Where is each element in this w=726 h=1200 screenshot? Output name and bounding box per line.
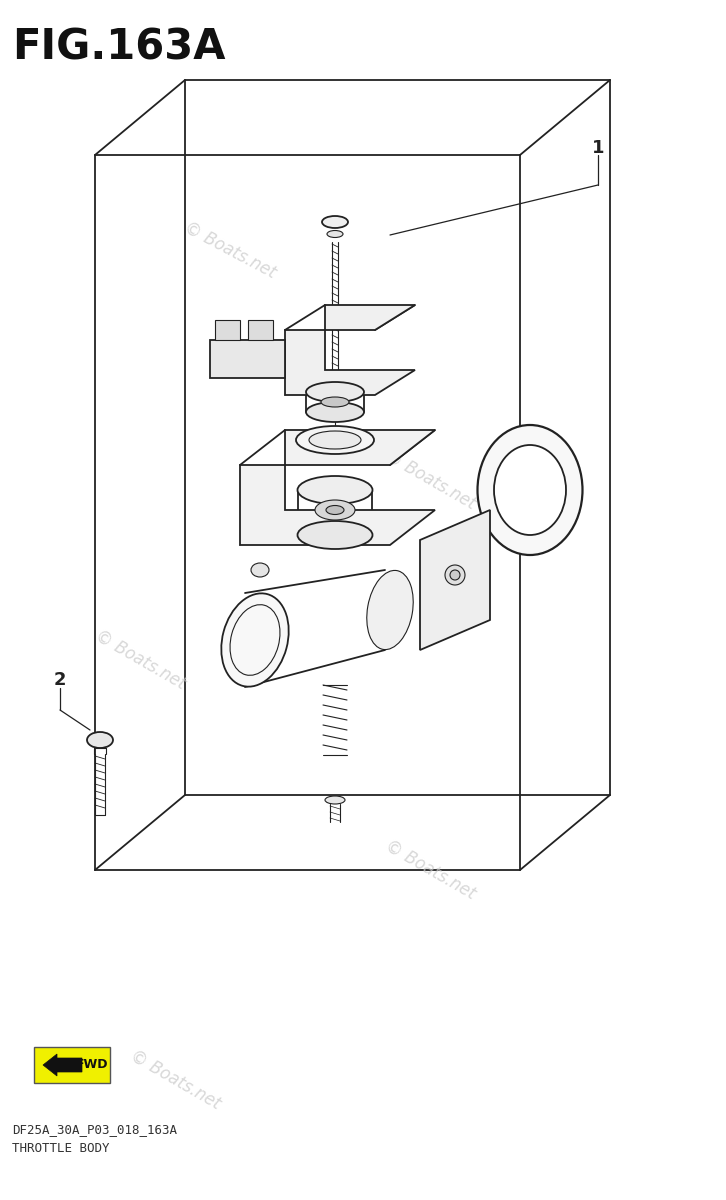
Text: © Boats.net: © Boats.net (382, 836, 478, 904)
Ellipse shape (306, 382, 364, 402)
Text: © Boats.net: © Boats.net (382, 446, 478, 514)
Text: 2: 2 (54, 671, 66, 689)
Ellipse shape (325, 796, 345, 804)
Ellipse shape (296, 426, 374, 454)
Ellipse shape (298, 476, 372, 504)
Ellipse shape (87, 732, 113, 748)
Ellipse shape (445, 565, 465, 584)
Text: 1: 1 (592, 139, 604, 157)
Text: FWD: FWD (76, 1058, 108, 1072)
Text: FIG.163A: FIG.163A (12, 26, 226, 68)
Ellipse shape (298, 521, 372, 550)
Polygon shape (420, 510, 490, 650)
Ellipse shape (478, 425, 582, 554)
Ellipse shape (450, 570, 460, 580)
Polygon shape (285, 305, 415, 395)
Polygon shape (215, 320, 240, 340)
Polygon shape (248, 320, 273, 340)
Ellipse shape (326, 505, 344, 515)
Text: © Boats.net: © Boats.net (126, 1046, 224, 1114)
Text: THROTTLE BODY: THROTTLE BODY (12, 1141, 110, 1154)
Polygon shape (34, 1046, 110, 1082)
Ellipse shape (221, 593, 289, 686)
Polygon shape (210, 340, 285, 378)
Ellipse shape (321, 397, 349, 407)
Ellipse shape (315, 500, 355, 520)
Ellipse shape (367, 570, 413, 649)
Text: © Boats.net: © Boats.net (181, 218, 279, 282)
Ellipse shape (494, 445, 566, 535)
Ellipse shape (306, 402, 364, 422)
Ellipse shape (322, 216, 348, 228)
Text: DF25A_30A_P03_018_163A: DF25A_30A_P03_018_163A (12, 1123, 177, 1136)
Ellipse shape (309, 431, 361, 449)
Polygon shape (240, 430, 435, 545)
Ellipse shape (251, 563, 269, 577)
Text: © Boats.net: © Boats.net (91, 626, 188, 694)
Ellipse shape (327, 230, 343, 238)
FancyArrow shape (43, 1054, 82, 1076)
